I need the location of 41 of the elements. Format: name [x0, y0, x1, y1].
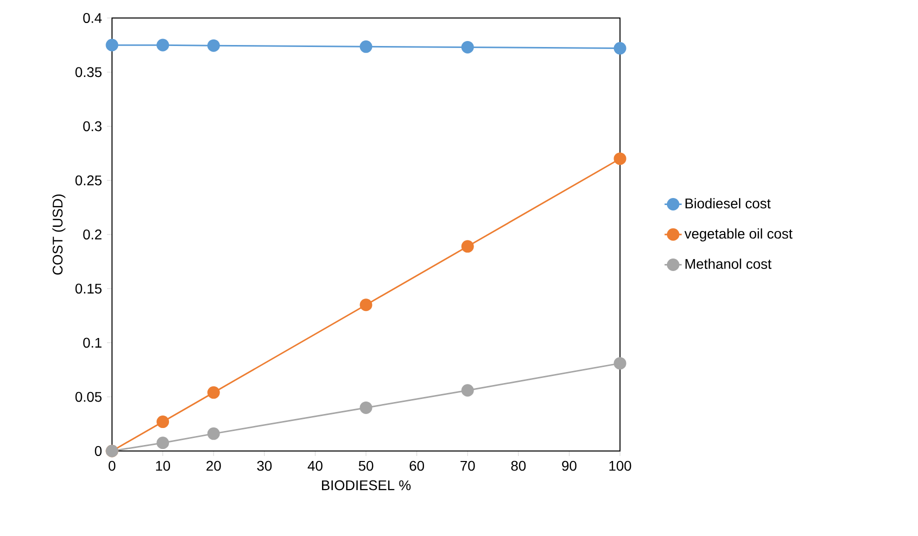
y-tick-label: 0.3: [83, 121, 102, 132]
legend-label: Methanol cost: [686, 258, 772, 269]
point: [461, 40, 474, 54]
x-tick-label: 10: [156, 460, 170, 471]
point: [614, 357, 626, 370]
y-tick-label: 0.05: [75, 392, 102, 402]
x-tick-label: 30: [257, 460, 272, 471]
point: [614, 42, 626, 55]
x-tick-label: 100: [609, 460, 632, 471]
point: [461, 240, 474, 253]
y-tick-label: 0.4: [83, 13, 102, 23]
point: [360, 40, 372, 53]
y-tick-label: 0: [94, 446, 102, 456]
point: [207, 39, 220, 52]
x-tick-label: 90: [562, 460, 576, 471]
x-axis-title: BIODIESEL %: [322, 480, 411, 490]
x-tick-label: 50: [358, 460, 374, 471]
point: [156, 436, 170, 450]
point: [156, 416, 170, 428]
x-tick-label: 40: [308, 460, 322, 471]
point: [207, 427, 220, 440]
y-tick-label: 0.15: [75, 284, 102, 294]
x-tick-label: 0: [108, 460, 116, 471]
point: [106, 38, 118, 52]
x-tick-label: 70: [460, 460, 475, 471]
y-axis-title: COST (USD): [52, 194, 66, 275]
point: [156, 38, 170, 52]
point: [461, 384, 474, 397]
x-tick-label: 60: [410, 460, 424, 471]
y-tick-label: 0.2: [83, 230, 102, 240]
x-tick-label: 80: [511, 460, 526, 471]
y-tick-label: 0.25: [75, 175, 102, 186]
point: [360, 401, 372, 414]
point: [207, 386, 220, 399]
legend-label: Biodiesel cost: [686, 198, 771, 208]
legend-label: vegetable oil cost: [684, 228, 792, 242]
y-tick-label: 0.35: [75, 67, 102, 78]
y-tick-label: 0.1: [83, 338, 102, 348]
x-tick-label: 20: [206, 460, 221, 471]
point: [360, 298, 372, 312]
point: [614, 152, 626, 165]
